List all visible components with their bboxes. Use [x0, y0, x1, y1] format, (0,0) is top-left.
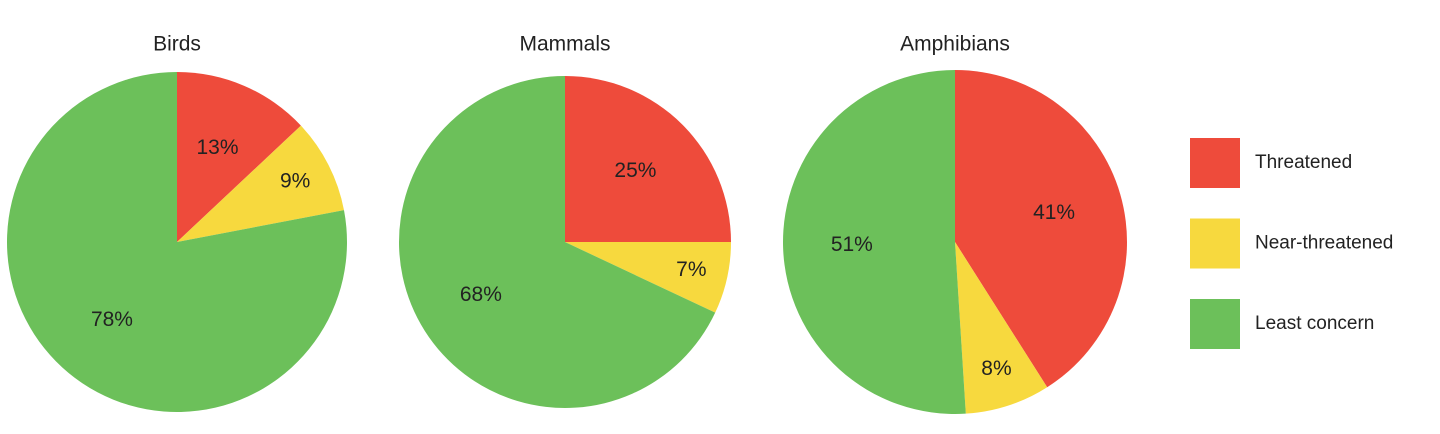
legend-swatch	[1190, 138, 1240, 188]
slice-label: 41%	[1033, 201, 1075, 224]
legend-swatch	[1190, 218, 1240, 269]
slice-label: 7%	[676, 258, 706, 281]
pie-title: Amphibians	[900, 33, 1010, 56]
pie-slice	[782, 69, 966, 415]
legend-label: Threatened	[1255, 152, 1352, 173]
pie-slice	[177, 72, 301, 242]
slice-label: 78%	[91, 308, 133, 331]
legend-label: Near-threatened	[1255, 233, 1393, 254]
slice-label: 8%	[981, 357, 1011, 380]
pie-title: Mammals	[519, 33, 610, 56]
slice-label: 51%	[831, 233, 873, 256]
slice-label: 25%	[614, 159, 656, 182]
pie-slice	[955, 70, 1127, 388]
pie-slice	[565, 242, 731, 313]
pie-slice	[177, 125, 344, 242]
slice-label: 13%	[196, 136, 238, 159]
pie-slice	[565, 76, 731, 242]
pie-slice	[6, 72, 347, 412]
legend-swatch	[1190, 299, 1240, 349]
pie-slice	[955, 242, 1048, 414]
slice-label: 68%	[460, 283, 502, 306]
pie-title: Birds	[153, 33, 201, 56]
slice-label: 9%	[280, 169, 310, 192]
pie-slice	[398, 76, 716, 409]
legend-label: Least concern	[1255, 313, 1374, 334]
